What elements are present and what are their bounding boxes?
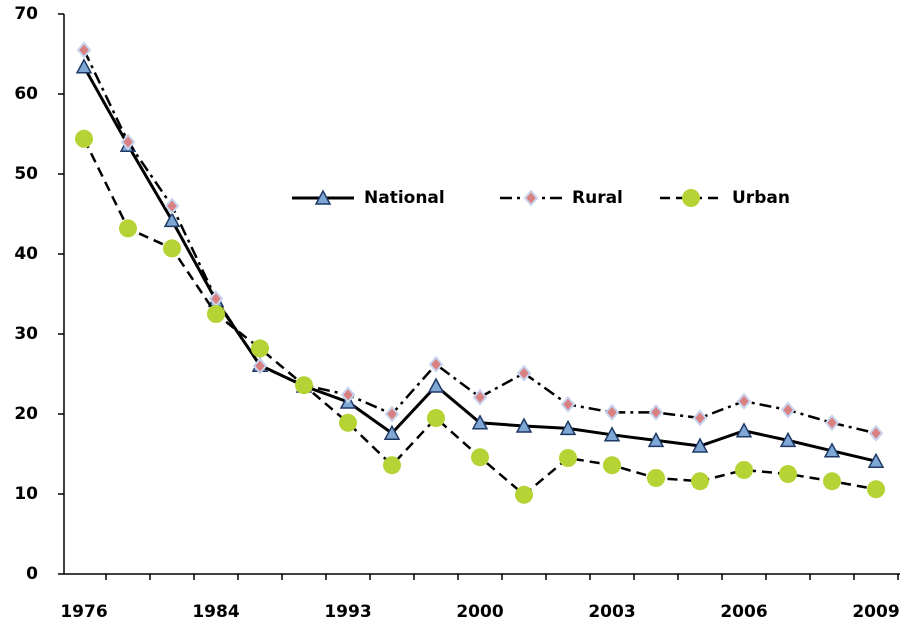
data-point xyxy=(383,424,401,440)
y-tick-label: 40 xyxy=(14,244,38,264)
x-tick-label: 2000 xyxy=(456,602,503,622)
data-point xyxy=(515,417,533,433)
x-tick-label: 2003 xyxy=(588,602,635,622)
data-point xyxy=(604,403,620,421)
data-point xyxy=(472,388,488,406)
data-point xyxy=(295,376,313,395)
data-point xyxy=(384,405,400,423)
data-point xyxy=(823,442,841,458)
data-point xyxy=(647,431,665,448)
data-point xyxy=(207,305,225,323)
data-point xyxy=(559,419,577,436)
data-point xyxy=(252,357,268,375)
y-tick-label: 20 xyxy=(14,404,38,424)
data-point xyxy=(471,448,489,467)
data-point xyxy=(164,197,180,215)
data-point xyxy=(779,465,797,483)
x-tick-label: 2009 xyxy=(852,602,899,622)
data-point xyxy=(75,129,93,148)
data-point xyxy=(339,413,357,432)
y-tick-label: 30 xyxy=(14,324,38,344)
data-point xyxy=(824,414,840,432)
y-tick-label: 50 xyxy=(14,164,38,184)
data-point xyxy=(515,485,533,504)
legend-label: National xyxy=(364,188,445,208)
series-line xyxy=(82,49,877,435)
data-point xyxy=(427,377,445,393)
data-point xyxy=(428,355,444,373)
data-point xyxy=(779,431,797,448)
data-point xyxy=(780,401,796,419)
x-tick-label: 2006 xyxy=(720,602,767,622)
data-point xyxy=(76,41,92,59)
data-point xyxy=(691,472,709,491)
data-point xyxy=(603,456,621,475)
data-point xyxy=(648,403,664,421)
data-point xyxy=(692,409,708,427)
data-point xyxy=(340,386,356,404)
legend-label: Rural xyxy=(572,188,623,208)
data-point xyxy=(560,395,576,413)
data-point xyxy=(163,239,181,258)
y-tick-label: 70 xyxy=(14,4,38,24)
y-tick-label: 60 xyxy=(14,84,38,104)
y-tick-label: 10 xyxy=(14,484,38,504)
data-point xyxy=(603,426,621,442)
data-point xyxy=(823,472,841,491)
data-point xyxy=(163,211,181,228)
data-point xyxy=(735,461,753,479)
data-point xyxy=(868,424,884,442)
data-point xyxy=(251,339,269,358)
data-point xyxy=(119,219,137,238)
data-point xyxy=(75,58,93,74)
data-point xyxy=(736,392,752,410)
x-tick-label: 1976 xyxy=(60,602,107,622)
y-tick-label: 0 xyxy=(26,564,38,584)
data-point xyxy=(559,449,577,467)
x-tick-label: 1984 xyxy=(192,602,239,622)
legend-marker xyxy=(523,189,539,207)
legend-marker xyxy=(682,189,700,207)
data-point xyxy=(867,480,885,499)
legend-label: Urban xyxy=(732,188,790,208)
data-point xyxy=(471,414,489,430)
data-point xyxy=(867,452,885,468)
data-point xyxy=(383,456,401,475)
data-point xyxy=(427,409,445,427)
data-point xyxy=(735,422,753,438)
data-point xyxy=(647,469,665,487)
data-point xyxy=(120,133,136,151)
x-tick-label: 1993 xyxy=(324,602,371,622)
data-point xyxy=(691,437,709,453)
data-point xyxy=(516,364,532,382)
legend-marker xyxy=(314,189,332,205)
